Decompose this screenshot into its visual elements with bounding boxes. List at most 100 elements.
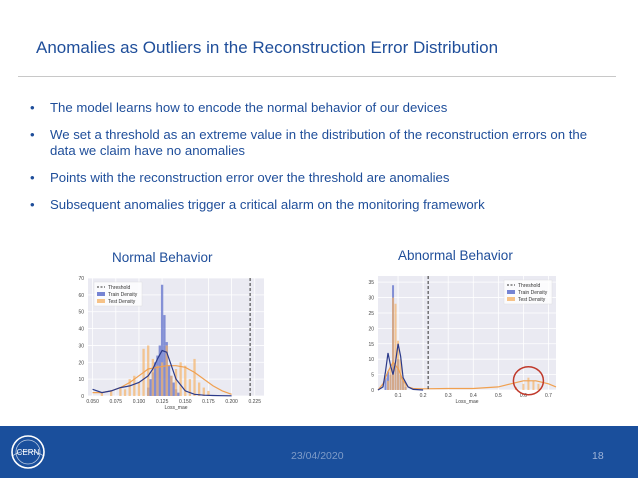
test-density-bar — [404, 383, 407, 390]
test-density-bar — [100, 392, 104, 396]
x-tick-label: 0.4 — [470, 393, 477, 399]
legend-label: Train Density — [108, 292, 138, 298]
test-density-bar — [527, 377, 530, 390]
x-tick-label: 0.075 — [110, 399, 123, 405]
test-density-bar — [389, 365, 392, 390]
bullet-item: • Points with the reconstruction error ov… — [30, 170, 610, 186]
train-density-bar — [158, 345, 161, 396]
test-density-bar — [397, 340, 400, 390]
y-tick-label: 30 — [78, 343, 84, 349]
y-tick-label: 10 — [78, 377, 84, 383]
normal-behavior-title: Normal Behavior — [112, 250, 213, 265]
x-tick-label: 0.2 — [420, 393, 427, 399]
x-tick-label: 0.175 — [202, 399, 215, 405]
bullet-text: Points with the reconstruction error ove… — [50, 170, 450, 185]
title-divider — [18, 76, 616, 77]
x-tick-label: 0.150 — [179, 399, 192, 405]
y-tick-label: 10 — [368, 357, 374, 363]
train-density-bar — [172, 382, 175, 396]
test-density-bar — [193, 358, 196, 396]
x-tick-label: 0.6 — [520, 393, 527, 399]
x-tick-label: 0.7 — [545, 393, 552, 399]
page-number: 18 — [592, 450, 604, 462]
bullet-text: We set a threshold as an extreme value i… — [50, 127, 588, 158]
y-tick-label: 20 — [368, 326, 374, 332]
test-density-bar — [133, 375, 136, 396]
y-tick-label: 50 — [78, 310, 84, 316]
x-axis-label: Loss_mae — [164, 405, 187, 411]
y-tick-label: 30 — [368, 296, 374, 302]
test-density-bar — [128, 379, 131, 396]
test-density-bar — [179, 362, 182, 396]
bullet-marker: • — [30, 170, 35, 185]
legend-label: Threshold — [108, 285, 130, 291]
train-density-curve — [92, 349, 232, 397]
bullet-item: • Subsequent anomalies trigger a critical… — [30, 197, 610, 213]
test-density-bar — [151, 358, 154, 396]
y-tick-label: 40 — [78, 327, 84, 333]
y-tick-label: 0 — [371, 388, 374, 394]
y-tick-label: 15 — [368, 342, 374, 348]
y-tick-label: 0 — [81, 394, 84, 400]
x-tick-label: 0.5 — [495, 393, 502, 399]
y-tick-label: 25 — [368, 311, 374, 317]
y-tick-label: 35 — [368, 280, 374, 286]
train-density-bar — [384, 377, 387, 390]
test-density-bar — [184, 365, 187, 396]
bullet-marker: • — [30, 127, 35, 142]
test-density-bar — [160, 362, 164, 396]
legend-label: Test Density — [518, 297, 546, 303]
anomaly-highlight-circle — [512, 366, 545, 396]
train-density-bar — [154, 362, 157, 396]
footer-bar — [0, 426, 638, 478]
legend-label: Threshold — [518, 283, 540, 289]
test-density-bar — [188, 379, 192, 396]
bullet-list: • The model learns how to encode the norm… — [30, 100, 610, 224]
abnormal-behavior-title: Abnormal Behavior — [398, 248, 513, 263]
test-density-bar — [392, 297, 395, 390]
normal-behavior-chart: 0 10 20 30 40 50 60 70 0.050 0.075 0.100 0.125 0.150… — [78, 276, 264, 411]
x-axis-label: Loss_mae — [455, 399, 478, 405]
bullet-item: • The model learns how to encode the norm… — [30, 100, 610, 116]
test-density-bar — [147, 345, 150, 396]
x-tick-label: 0.1 — [395, 393, 402, 399]
logo-text: CERN — [17, 448, 40, 457]
bullet-item: • We set a threshold as an extreme value … — [30, 127, 610, 159]
x-tick-label: 0.3 — [445, 393, 452, 399]
test-density-bar — [532, 380, 535, 390]
train-density-bar — [163, 315, 166, 396]
legend-label: Test Density — [108, 299, 136, 305]
train-density-bar — [149, 379, 152, 396]
bullet-text: Subsequent anomalies trigger a critical … — [50, 197, 485, 212]
test-density-bar — [522, 383, 525, 390]
cern-logo: CERN — [11, 435, 45, 469]
bullet-marker: • — [30, 197, 35, 212]
test-density-bar — [165, 345, 168, 396]
x-tick-label: 0.200 — [225, 399, 238, 405]
test-density-bar — [402, 377, 405, 390]
slide-date: 23/04/2020 — [291, 450, 344, 462]
legend-test-swatch — [507, 297, 515, 301]
test-density-bar — [174, 369, 178, 396]
y-tick-label: 70 — [78, 276, 84, 282]
test-density-bar — [123, 389, 127, 396]
test-density-bar — [537, 383, 540, 390]
test-density-curve — [377, 361, 557, 391]
test-density-bar — [387, 380, 390, 390]
test-density-bar — [394, 303, 397, 390]
train-density-bar — [177, 392, 180, 396]
legend-train-swatch — [507, 290, 515, 294]
train-density-bar — [160, 284, 164, 396]
bullet-marker: • — [30, 100, 35, 115]
test-density-bar — [202, 387, 205, 396]
test-density-bar — [137, 382, 141, 396]
legend-train-swatch — [97, 292, 105, 296]
y-tick-label: 5 — [371, 373, 374, 379]
train-density-curve — [377, 343, 424, 391]
test-density-bar — [156, 365, 159, 396]
train-density-bar — [167, 365, 171, 396]
test-density-bar — [207, 390, 210, 396]
y-tick-label: 60 — [78, 293, 84, 299]
test-density-bar — [170, 375, 173, 396]
x-tick-label: 0.225 — [248, 399, 261, 405]
